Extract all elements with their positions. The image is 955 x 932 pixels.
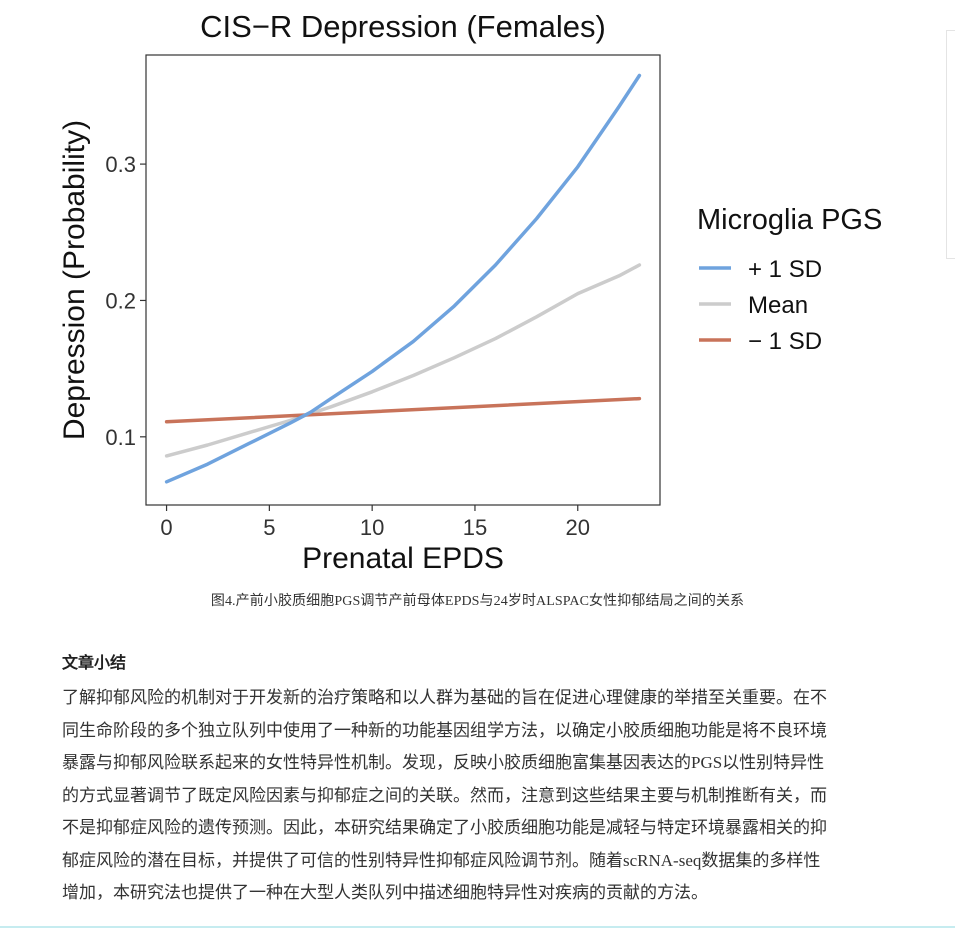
side-panel-edge xyxy=(946,30,955,259)
article-summary: 文章小结 了解抑郁风险的机制对于开发新的治疗策略和以人群为基础的旨在促进心理健康… xyxy=(62,652,912,910)
legend: Microglia PGS + 1 SD Mean − 1 SD xyxy=(697,204,882,355)
legend-label: + 1 SD xyxy=(748,256,822,283)
x-tick-label: 20 xyxy=(566,515,590,540)
x-tick-label: 0 xyxy=(160,515,172,540)
chart-svg: CIS−R Depression (Females) 0.1 0.2 0.3 0 5 1… xyxy=(58,9,882,575)
legend-label: Mean xyxy=(748,292,808,319)
plot-panel xyxy=(145,54,661,506)
y-axis-ticks: 0.1 0.2 0.3 xyxy=(105,152,146,450)
series-line xyxy=(164,263,642,458)
paragraph-line: 郁症风险的潜在目标，并提供了可信的性别特异性抑郁症风险调节剂。随着scRNA-s… xyxy=(62,850,821,870)
legend-items: + 1 SD Mean − 1 SD xyxy=(699,256,822,355)
series-lines xyxy=(164,73,642,484)
x-axis-label: Prenatal EPDS xyxy=(302,542,504,575)
figure-chart: CIS−R Depression (Females) 0.1 0.2 0.3 0 5 1… xyxy=(58,9,882,575)
summary-paragraph: 了解抑郁风险的机制对于开发新的治疗策略和以人群为基础的旨在促进心理健康的举措至关… xyxy=(62,682,912,910)
y-tick-label: 0.3 xyxy=(105,152,136,177)
x-tick-label: 10 xyxy=(360,515,384,540)
paragraph-line: 了解抑郁风险的机制对于开发新的治疗策略和以人群为基础的旨在促进心理健康的举措至关… xyxy=(62,688,827,707)
chart-title: CIS−R Depression (Females) xyxy=(200,9,606,44)
y-tick-label: 0.1 xyxy=(105,425,136,450)
y-axis-label: Depression (Probability) xyxy=(58,120,91,440)
paragraph-line: 暴露与抑郁风险联系起来的女性特异性机制。发现，反映小胶质细胞富集基因表达的PGS… xyxy=(62,753,825,772)
y-tick-label: 0.2 xyxy=(105,288,136,313)
x-tick-label: 15 xyxy=(463,515,487,540)
paragraph-line: 的方式显著调节了既定风险因素与抑郁症之间的关联。然而，注意到这些结果主要与机制推… xyxy=(62,785,827,805)
series-line xyxy=(164,396,642,424)
paragraph-line: 同生命阶段的多个独立队列中使用了一种新的功能基因组学方法，以确定小胶质细胞功能是… xyxy=(62,720,827,740)
paragraph-line: 不是抑郁症风险的遗传预测。因此，本研究结果确定了小胶质细胞功能是减轻与特定环境暴… xyxy=(62,818,827,837)
series-line xyxy=(164,73,642,484)
legend-label: − 1 SD xyxy=(748,328,822,355)
section-heading: 文章小结 xyxy=(62,655,127,672)
legend-title: Microglia PGS xyxy=(697,204,882,236)
paragraph-line: 增加，本研究法也提供了一种在大型人类队列中描述细胞特异性对疾病的贡献的方法。 xyxy=(62,883,708,902)
page-divider xyxy=(0,926,955,928)
figure-caption: 图4.产前小胶质细胞PGS调节产前母体EPDS与24岁时ALSPAC女性抑郁结局… xyxy=(210,594,745,609)
x-tick-label: 5 xyxy=(263,515,275,540)
x-axis-ticks: 0 5 10 15 20 xyxy=(160,505,590,540)
